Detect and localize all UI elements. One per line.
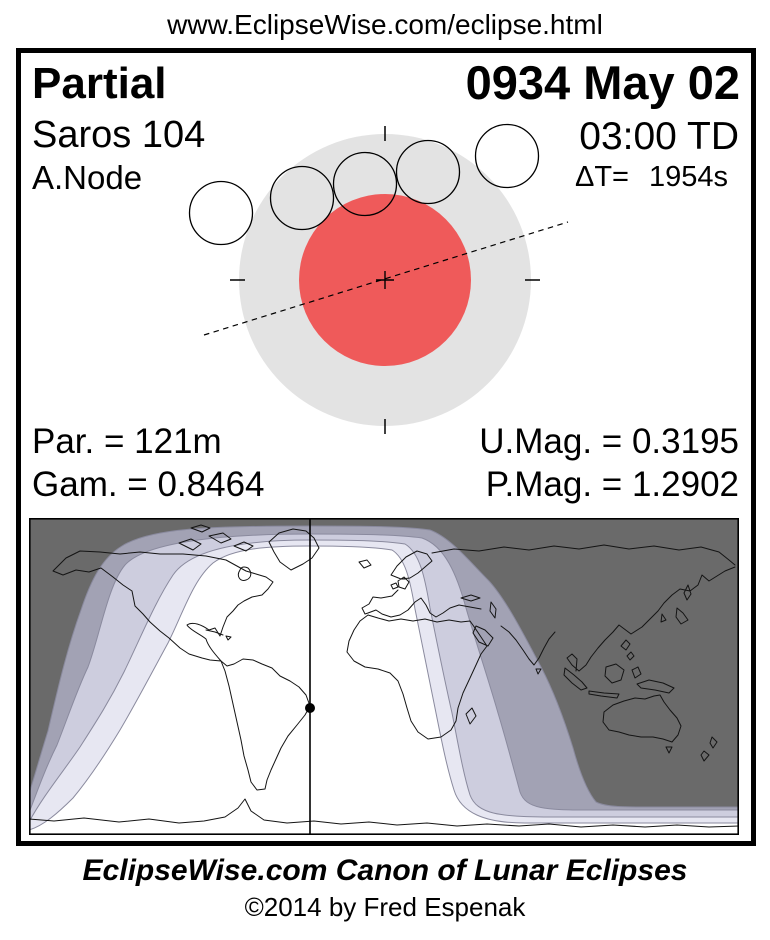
delta-t-value: 1954s [648, 161, 728, 193]
umbral-magnitude-value: U.Mag. = 0.3195 [479, 422, 739, 461]
partial-duration-value: Par. = 121m [32, 422, 222, 461]
visibility-map [29, 518, 739, 835]
moon-positions [188, 123, 540, 246]
eclipse-type-label: Partial [32, 59, 167, 108]
coast-south-america [205, 629, 311, 791]
coast-antarctica [29, 798, 739, 828]
moon-circle [269, 165, 335, 231]
map-frame [29, 518, 739, 835]
cardinal-ticks [230, 126, 540, 434]
moon-circle [332, 151, 398, 217]
shadow-center-crosshair [376, 271, 394, 289]
ecliptic-dashed-line [203, 221, 569, 336]
coast-asia [431, 544, 736, 675]
shadow-diagram [188, 123, 569, 434]
coast-europe [361, 550, 497, 619]
gamma-value: Gam. = 0.8464 [32, 465, 265, 504]
canon-title: EclipseWise.com Canon of Lunar Eclipses [82, 854, 688, 887]
coast-australia-oceania [563, 663, 718, 762]
sub-lunar-point-dot [305, 703, 315, 713]
zone-visible [29, 545, 739, 835]
coastlines [29, 524, 739, 828]
penumbral-magnitude-value: P.Mag. = 1.2902 [485, 465, 739, 504]
source-url-text: www.EclipseWise.com/eclipse.html [167, 9, 603, 40]
coast-north-america [52, 550, 274, 662]
eclipse-time: 03:00 TD [579, 115, 739, 158]
delta-t-line: ΔT= 1954s [575, 162, 728, 192]
eclipse-date: 0934 May 02 [465, 56, 740, 109]
moon-circle [395, 139, 461, 205]
delta-t-label: ΔT= [574, 161, 629, 193]
saros-label: Saros 104 [32, 114, 206, 156]
coast-greenland-arctic [178, 524, 372, 571]
node-label: A.Node [32, 159, 143, 196]
moon-circle [188, 180, 254, 246]
coast-africa [346, 614, 494, 740]
copyright-text: ©2014 by Fred Espenak [244, 892, 526, 922]
moon-circle [474, 123, 540, 189]
